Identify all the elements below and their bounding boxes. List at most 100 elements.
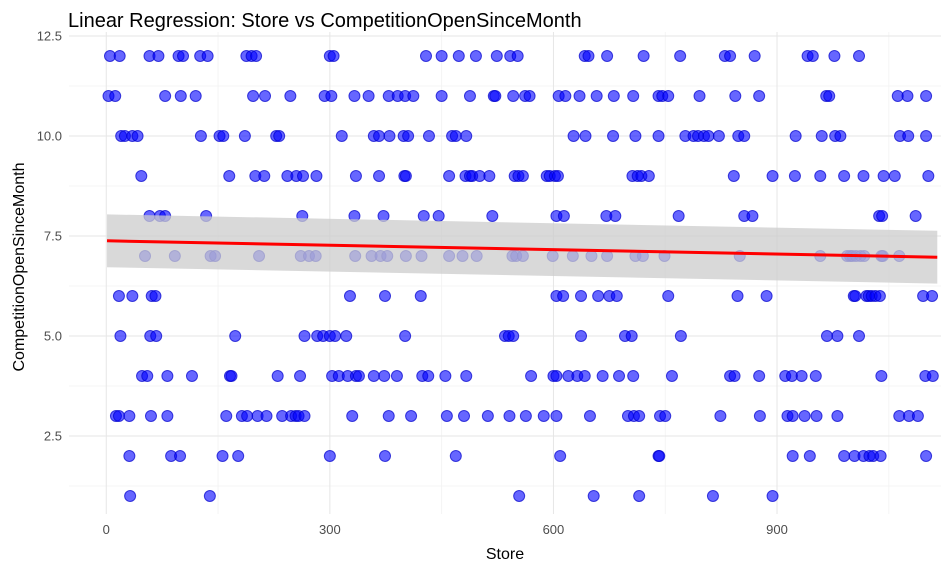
data-point <box>185 370 198 382</box>
data-point <box>123 450 136 462</box>
data-point <box>902 130 915 142</box>
data-point <box>511 50 524 62</box>
data-point <box>435 50 448 62</box>
data-point <box>875 370 888 382</box>
data-point <box>926 290 939 302</box>
data-point <box>189 90 202 102</box>
data-point <box>724 50 737 62</box>
data-point <box>399 170 412 182</box>
data-point <box>203 490 216 502</box>
x-tick-label: 0 <box>103 522 110 537</box>
data-point <box>432 210 445 222</box>
data-point <box>382 410 395 422</box>
data-point <box>131 130 144 142</box>
data-point <box>815 130 828 142</box>
data-point <box>414 290 427 302</box>
data-point <box>174 450 187 462</box>
data-point <box>853 330 866 342</box>
data-point <box>258 170 271 182</box>
data-point <box>159 90 172 102</box>
data-point <box>379 450 392 462</box>
data-point <box>284 90 297 102</box>
data-point <box>633 490 646 502</box>
data-point <box>452 50 465 62</box>
data-point <box>674 330 687 342</box>
data-point <box>609 210 622 222</box>
data-point <box>627 370 640 382</box>
data-point <box>298 410 311 422</box>
data-point <box>633 410 646 422</box>
data-point <box>911 410 924 422</box>
data-point <box>407 90 420 102</box>
data-point <box>523 90 536 102</box>
data-point <box>109 90 122 102</box>
data-point <box>607 90 620 102</box>
data-point <box>367 370 380 382</box>
data-point <box>201 50 214 62</box>
data-point <box>806 50 819 62</box>
data-point <box>503 410 516 422</box>
data-point <box>379 290 392 302</box>
data-point <box>662 90 675 102</box>
data-point <box>766 490 779 502</box>
data-point <box>728 370 741 382</box>
data-point <box>557 210 570 222</box>
data-point <box>486 210 499 222</box>
data-point <box>123 410 136 422</box>
data-point <box>831 410 844 422</box>
data-point <box>489 90 502 102</box>
data-point <box>920 130 933 142</box>
data-point <box>814 170 827 182</box>
data-point <box>729 90 742 102</box>
data-point <box>383 130 396 142</box>
data-point <box>449 450 462 462</box>
data-point <box>820 330 833 342</box>
data-point <box>241 410 254 422</box>
data-point <box>294 370 307 382</box>
regression-line <box>106 239 938 259</box>
data-point <box>702 130 715 142</box>
data-point <box>216 450 229 462</box>
data-point <box>124 490 137 502</box>
data-point <box>232 450 245 462</box>
data-point <box>271 370 284 382</box>
data-point <box>177 50 190 62</box>
data-point <box>419 50 432 62</box>
data-point <box>610 290 623 302</box>
data-point <box>259 90 272 102</box>
regression-group <box>106 214 938 284</box>
data-point <box>665 370 678 382</box>
data-point <box>161 410 174 422</box>
data-point <box>849 290 862 302</box>
data-point <box>748 50 761 62</box>
data-point <box>417 210 430 222</box>
data-point <box>590 90 603 102</box>
data-point <box>507 330 520 342</box>
data-point <box>161 370 174 382</box>
data-point <box>642 170 655 182</box>
data-point <box>550 410 563 422</box>
data-point <box>662 290 675 302</box>
data-point <box>625 330 638 342</box>
data-point <box>340 330 353 342</box>
data-point <box>525 370 538 382</box>
data-point <box>601 50 614 62</box>
y-axis-title: CompetitionOpenSinceMonth <box>11 162 28 371</box>
data-point <box>238 130 251 142</box>
data-point <box>731 290 744 302</box>
data-point <box>443 170 456 182</box>
data-point <box>592 290 605 302</box>
data-point <box>439 370 452 382</box>
data-point <box>349 170 362 182</box>
data-point <box>225 370 238 382</box>
data-point <box>920 90 933 102</box>
data-point <box>325 90 338 102</box>
x-tick-label: 300 <box>319 522 341 537</box>
data-point <box>405 410 418 422</box>
data-point <box>141 370 154 382</box>
data-point <box>481 410 494 422</box>
data-point <box>112 290 125 302</box>
data-point <box>362 90 375 102</box>
data-point <box>877 170 890 182</box>
